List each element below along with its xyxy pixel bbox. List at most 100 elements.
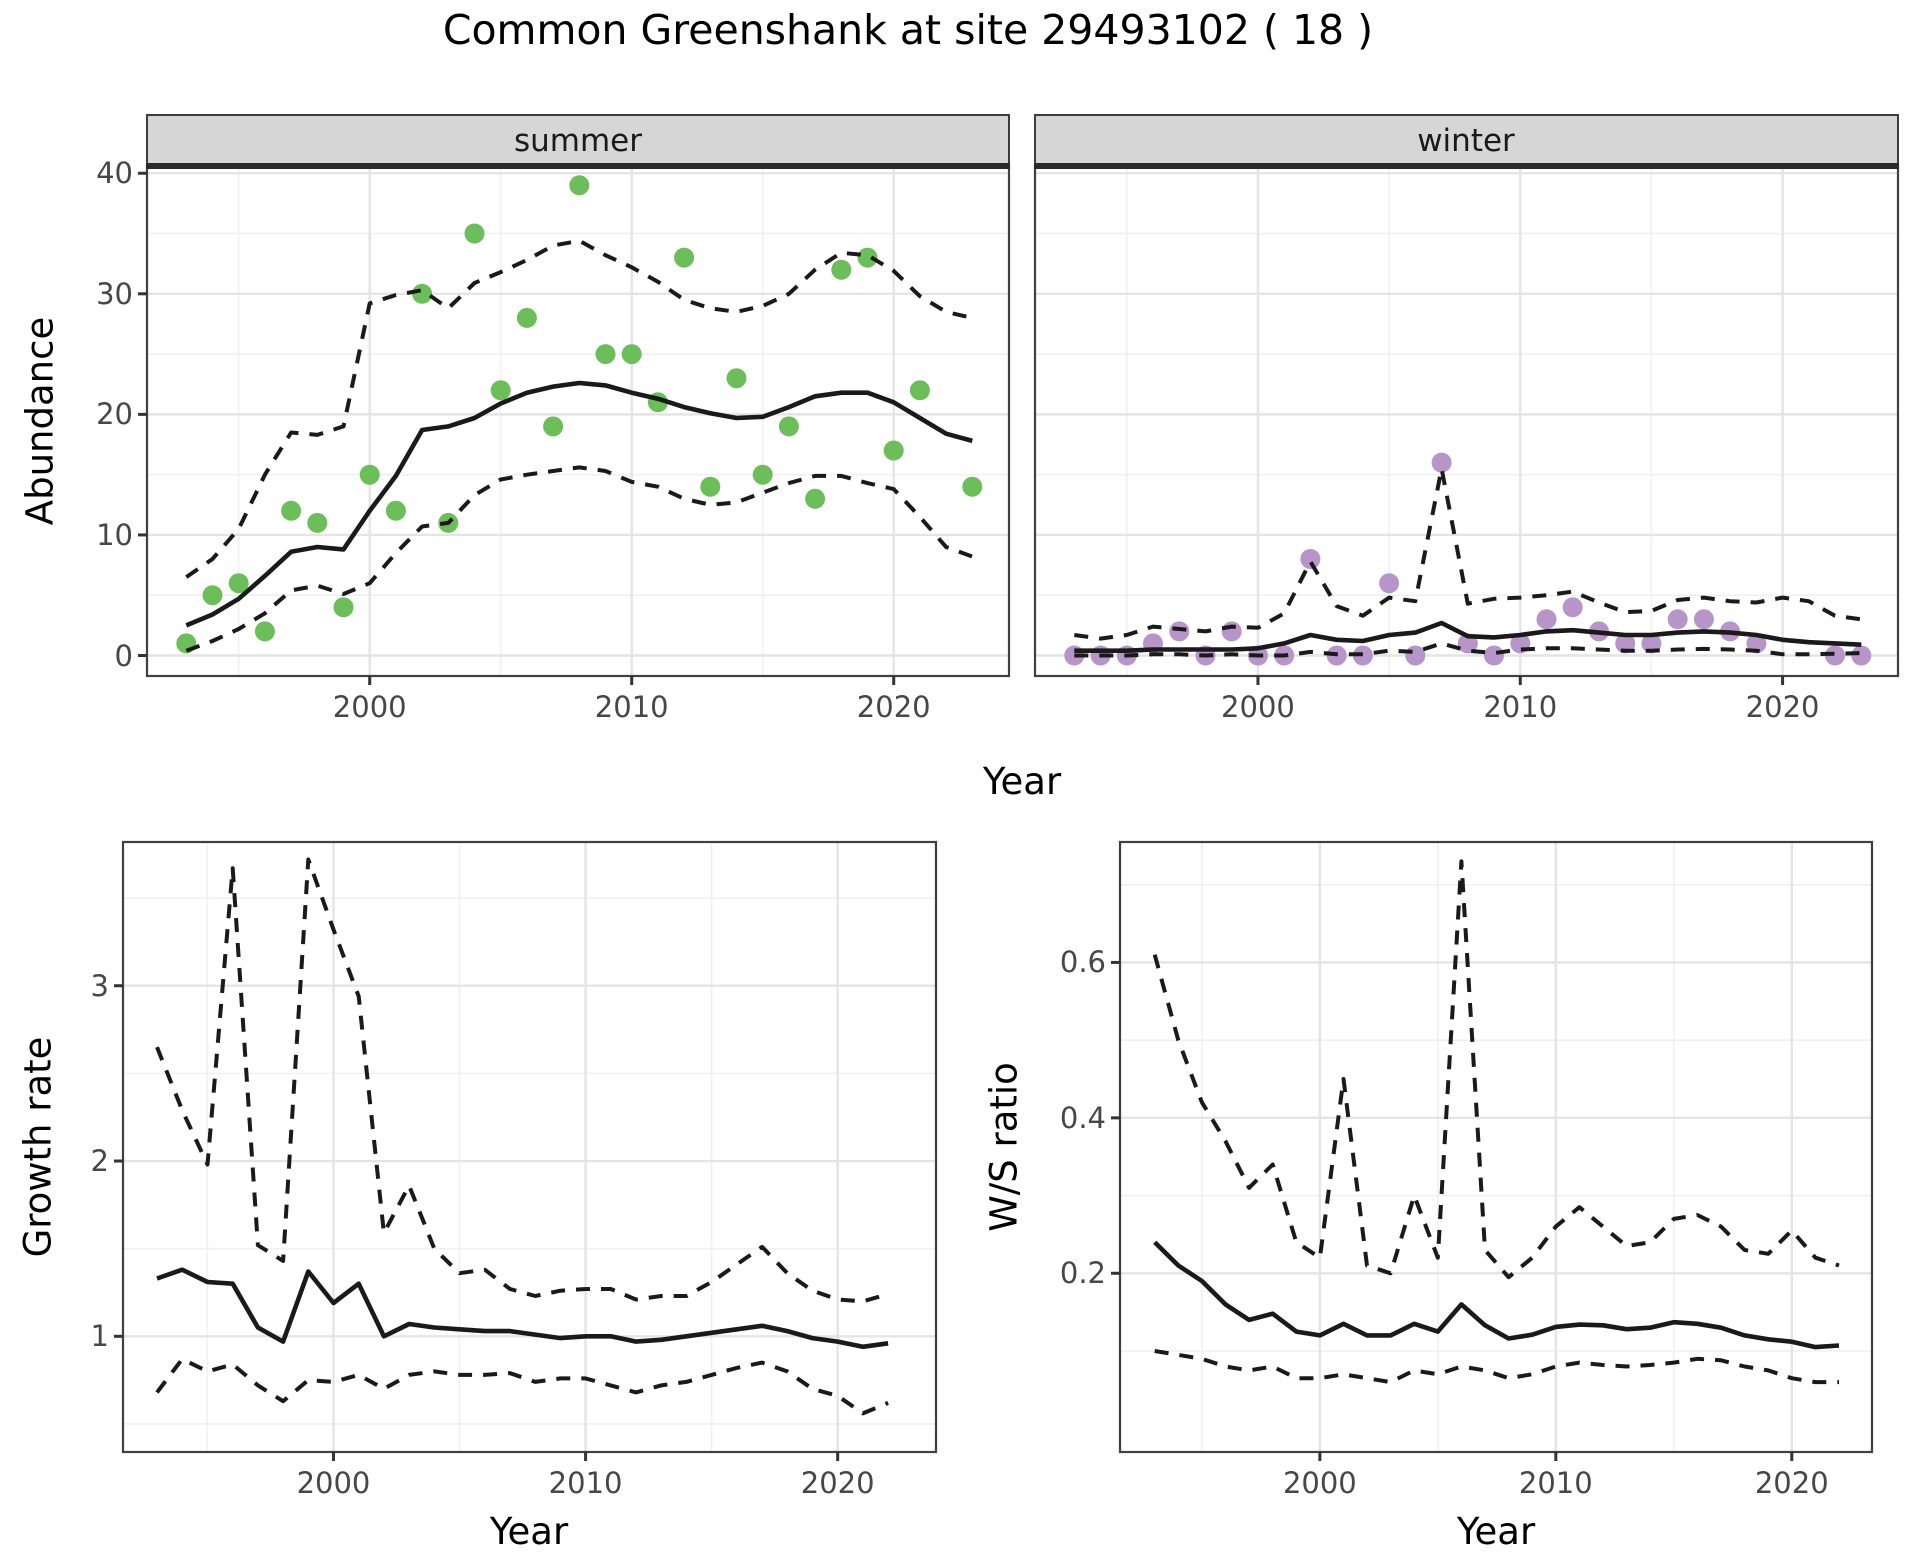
data-point xyxy=(569,175,590,196)
data-point xyxy=(516,307,537,328)
facet-strip-underline xyxy=(1034,163,1899,169)
x-tick-label-growth: 2020 xyxy=(800,1466,875,1500)
data-point xyxy=(1667,609,1688,630)
y-tick-label-summer: 10 xyxy=(96,517,133,552)
data-point xyxy=(1562,597,1583,618)
y-tick-label-growth: 1 xyxy=(90,1319,109,1354)
data-point xyxy=(595,344,616,365)
upper-ci-dashed-line xyxy=(1074,466,1862,641)
data-point xyxy=(1352,645,1373,666)
x-axis-title-year-ws: Year xyxy=(1456,1510,1536,1553)
data-point xyxy=(1825,645,1845,666)
x-tick-label-winter: 2000 xyxy=(1221,690,1295,724)
y-tick-label-summer: 0 xyxy=(114,638,133,673)
winter-points xyxy=(1064,452,1872,666)
x-tick-label-growth: 2000 xyxy=(296,1466,371,1500)
facet-strip-winter: winter xyxy=(1417,123,1515,159)
data-point xyxy=(1379,573,1400,594)
data-point xyxy=(1641,633,1662,654)
data-point xyxy=(543,416,564,437)
data-point xyxy=(700,476,721,497)
upper-ci-dashed-line xyxy=(155,857,889,1304)
panel-summer xyxy=(138,114,1011,685)
y-axis-title-ws-ratio: W/S ratio xyxy=(982,1062,1026,1232)
lower-ci-dashed-line xyxy=(155,1357,889,1416)
data-point xyxy=(1221,621,1242,642)
data-point xyxy=(281,500,302,521)
data-point xyxy=(1431,452,1452,473)
panel-ws xyxy=(1111,840,1874,1461)
page-title: Common Greenshank at site 29493102 ( 18 … xyxy=(442,6,1374,54)
upper-ci-dashed-line xyxy=(1152,859,1840,1280)
data-point xyxy=(857,247,878,268)
data-point xyxy=(307,512,328,533)
summer-points xyxy=(176,175,983,654)
data-point xyxy=(490,380,511,401)
growth-rate-mean-solid-line xyxy=(156,1267,889,1350)
y-tick-label-summer: 30 xyxy=(96,276,133,311)
data-point xyxy=(962,476,983,497)
model-mean-solid-line xyxy=(185,380,973,628)
x-tick-label-summer: 2010 xyxy=(594,690,669,724)
x-tick-label-ws: 2000 xyxy=(1282,1466,1357,1500)
ws-ratio-mean-solid-line xyxy=(1153,1240,1840,1350)
data-point xyxy=(1300,549,1321,569)
data-point xyxy=(778,416,799,437)
data-point xyxy=(752,464,773,485)
data-point xyxy=(726,368,747,389)
data-point xyxy=(333,597,354,618)
y-tick-label-summer: 40 xyxy=(96,156,133,191)
data-point xyxy=(621,344,642,365)
data-point xyxy=(1169,621,1190,642)
facet-strip-rect xyxy=(146,114,1010,167)
data-point xyxy=(1693,609,1714,630)
x-tick-label-summer: 2000 xyxy=(332,690,407,724)
lower-ci-dashed-line xyxy=(1154,1349,1839,1385)
lower-ci-dashed-line xyxy=(185,465,973,653)
y-tick-label-growth: 2 xyxy=(90,1144,109,1179)
lower-ci-dashed-line xyxy=(1074,641,1862,658)
data-point xyxy=(1405,645,1426,666)
data-point xyxy=(674,247,695,268)
panel-winter xyxy=(1033,114,1900,685)
data-point xyxy=(1484,645,1504,666)
x-tick-label-winter: 2010 xyxy=(1483,690,1558,724)
y-tick-label-growth: 3 xyxy=(90,968,109,1003)
data-point xyxy=(805,488,826,509)
x-tick-label-growth: 2010 xyxy=(548,1466,623,1500)
facet-strip-summer: summer xyxy=(513,123,643,159)
data-point xyxy=(831,259,852,280)
data-point xyxy=(883,440,904,461)
data-point xyxy=(1536,609,1557,630)
y-tick-label-summer: 20 xyxy=(96,397,133,432)
y-axis-title-abundance: Abundance xyxy=(18,316,62,526)
upper-ci-dashed-line xyxy=(185,238,973,579)
data-point xyxy=(1746,633,1767,654)
x-axis-title-year-growth: Year xyxy=(489,1510,569,1553)
data-point xyxy=(412,283,433,304)
y-axis-title-growth-rate: Growth rate xyxy=(16,1036,60,1258)
data-point xyxy=(385,500,406,521)
data-point xyxy=(464,223,485,244)
data-point xyxy=(1615,633,1636,654)
y-tick-label-ws: 0.2 xyxy=(1059,1256,1106,1291)
x-tick-label-winter: 2020 xyxy=(1745,690,1820,724)
data-point xyxy=(359,464,380,485)
x-axis-title-year-top: Year xyxy=(982,760,1062,803)
x-tick-label-summer: 2020 xyxy=(856,690,931,724)
data-point xyxy=(909,380,930,401)
y-tick-label-ws: 0.4 xyxy=(1059,1100,1106,1135)
data-point xyxy=(254,621,275,642)
data-point xyxy=(228,573,249,594)
data-point xyxy=(202,585,223,606)
panel-growth xyxy=(114,840,938,1461)
facet-strip-underline xyxy=(146,163,1010,169)
x-tick-label-ws: 2020 xyxy=(1754,1466,1829,1500)
x-tick-label-ws: 2010 xyxy=(1518,1466,1593,1500)
y-tick-label-ws: 0.6 xyxy=(1059,945,1106,980)
model-mean-solid-line xyxy=(1074,620,1862,653)
data-point xyxy=(1851,645,1872,666)
